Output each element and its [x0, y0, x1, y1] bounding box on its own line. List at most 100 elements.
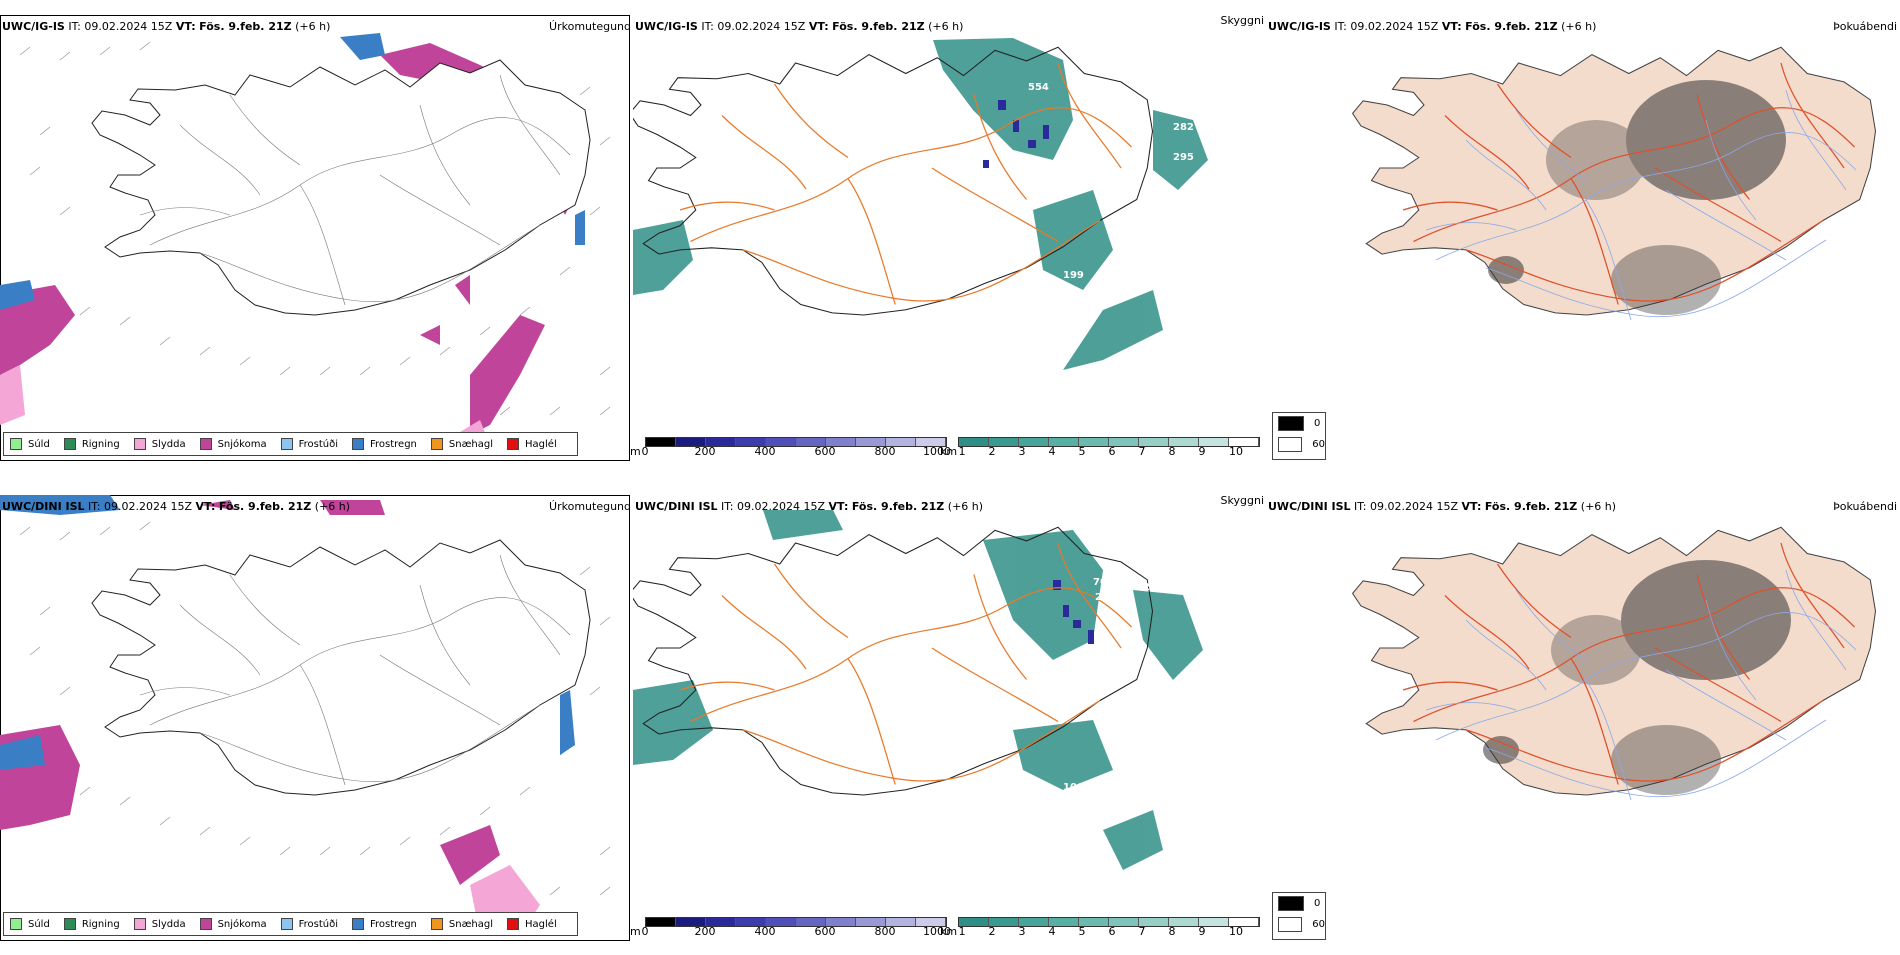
precip-legend: Súld Rigning Slydda Snjókoma Frostúði Fr…	[3, 912, 578, 936]
legend-item: Haglél	[507, 438, 557, 450]
legend-label: Snjókoma	[217, 918, 267, 930]
tick-label: 10	[1229, 925, 1243, 938]
fog-panel-row2: UWC/DINI ISL IT: 09.02.2024 15Z VT: Fös.…	[1266, 480, 1899, 955]
header-row1-cloud: UWC/IG-IS IT: 09.02.2024 15Z VT: Fös. 9.…	[635, 20, 963, 33]
vt-label: VT:	[808, 20, 829, 33]
legend-swatch	[199, 918, 212, 930]
tick-label: 2	[988, 445, 996, 458]
tick-label: 7	[1138, 445, 1146, 458]
tick-label: 1	[958, 925, 966, 938]
legend-label: Frostregn	[370, 918, 417, 930]
tick-label: 200	[694, 445, 716, 458]
fog-shading	[1483, 560, 1791, 795]
cloud-scale-km-unit: km	[940, 445, 958, 458]
legend-item: Haglél	[507, 918, 557, 930]
annotation: 707	[1093, 577, 1114, 588]
tick-label: 800	[874, 445, 896, 458]
legend-swatch	[430, 918, 443, 930]
freezing-rain-areas	[0, 495, 575, 770]
legend-item: 60	[1273, 434, 1325, 455]
tick-label: 0	[641, 925, 649, 938]
vt-label: VT:	[828, 500, 849, 513]
legend-swatch	[10, 438, 22, 450]
it-label: IT:	[68, 20, 81, 33]
tick-label: 600	[814, 445, 836, 458]
tick-label: 3	[1018, 925, 1026, 938]
legend-item: Frostúði	[280, 918, 338, 930]
panel-title-cloud: Skyggni	[1220, 494, 1264, 507]
header-row1-fog: UWC/IG-IS IT: 09.02.2024 15Z VT: Fös. 9.…	[1268, 20, 1596, 33]
legend-label: Frostúði	[298, 438, 338, 450]
legend-swatch	[63, 438, 76, 450]
precip-panel-row1: UWC/IG-IS IT: 09.02.2024 15Z VT: Fös. 9.…	[0, 0, 633, 475]
fog-map	[1352, 46, 1877, 321]
legend-item: Súld	[10, 918, 50, 930]
tick-label: 800	[874, 925, 896, 938]
visibility-colorbar	[958, 917, 1260, 927]
tick-label: 2	[988, 925, 996, 938]
fog-panel-row1: UWC/IG-IS IT: 09.02.2024 15Z VT: Fös. 9.…	[1266, 0, 1899, 475]
wind-barbs	[19, 521, 611, 896]
model-name: UWC/IG-IS	[1268, 20, 1331, 33]
tick-label: 8	[1168, 925, 1176, 938]
it-value: 09.02.2024 15Z	[1350, 20, 1439, 33]
fog-legend-row2: 0 60	[1272, 892, 1326, 940]
offset: (+6 h)	[1561, 20, 1597, 33]
panel-title-cloud: Skyggni	[1220, 14, 1264, 27]
legend-label: Frostúði	[298, 918, 338, 930]
model-name: UWC/IG-IS	[2, 20, 65, 33]
legend-label: Slydda	[151, 438, 186, 450]
header-row2-cloud: UWC/DINI ISL IT: 09.02.2024 15Z VT: Fös.…	[635, 500, 983, 513]
panel-title-precip: Úrkomutegund	[549, 500, 631, 513]
offset: (+6 h)	[928, 20, 964, 33]
legend-item: Slydda	[133, 918, 186, 930]
offset: (+6 h)	[314, 500, 351, 513]
legend-item: Frostúði	[280, 438, 338, 450]
tick-label: 7	[1138, 925, 1146, 938]
tick-label: 3	[1018, 445, 1026, 458]
legend-item: Snjókoma	[199, 438, 267, 450]
tick-label: 5	[1078, 925, 1086, 938]
cloud-panel-row2: 894 707 270 43 106 298 271 UWC/DINI ISL …	[630, 480, 1266, 955]
cloud-base-annotations: 894 707 270 43 106 298 271	[1063, 532, 1189, 793]
annotation: 894	[1088, 532, 1109, 543]
tick-label: 9	[1198, 925, 1206, 938]
legend-item: Súld	[10, 438, 50, 450]
tick-label: 10	[1229, 445, 1243, 458]
tick-label: 5	[1078, 445, 1086, 458]
vt-value: Fös. 9.feb. 21Z	[851, 500, 945, 513]
legend-swatch	[1278, 917, 1303, 932]
legend-item: Snæhagl	[430, 918, 494, 930]
tick-label: 400	[754, 925, 776, 938]
vt-label: VT:	[1441, 20, 1462, 33]
legend-item: Frostregn	[352, 918, 417, 930]
legend-swatch	[1278, 437, 1303, 452]
legend-item: Snæhagl	[430, 438, 493, 450]
legend-label: Súld	[28, 918, 50, 930]
offset: (+6 h)	[295, 20, 331, 33]
model-name: UWC/DINI ISL	[2, 500, 85, 513]
it-label: IT:	[88, 500, 101, 513]
tick-label: 9	[1198, 445, 1206, 458]
it-value: 09.02.2024 15Z	[104, 500, 193, 513]
annotation: 199	[1063, 270, 1084, 281]
legend-label: Snæhagl	[448, 918, 494, 930]
it-label: IT:	[1334, 20, 1347, 33]
legend-item: 60	[1273, 914, 1325, 935]
cloud-scale-m-unit: m	[630, 445, 641, 458]
annotation: 796	[1088, 62, 1109, 73]
legend-item: Slydda	[133, 438, 186, 450]
model-name: UWC/DINI ISL	[1268, 500, 1351, 513]
annotation: 43	[1103, 732, 1117, 743]
vt-value: Fös. 9.feb. 21Z	[218, 500, 312, 513]
offset: (+6 h)	[947, 500, 984, 513]
cloud-areas	[633, 38, 1208, 370]
it-label: IT:	[701, 20, 714, 33]
it-value: 09.02.2024 15Z	[717, 20, 806, 33]
legend-swatch	[280, 438, 293, 450]
legend-swatch	[507, 438, 520, 450]
vt-label: VT:	[195, 500, 216, 513]
annotation: 205	[1108, 192, 1129, 203]
panel-title-precip: Úrkomutegund	[549, 20, 631, 33]
it-label: IT:	[721, 500, 734, 513]
